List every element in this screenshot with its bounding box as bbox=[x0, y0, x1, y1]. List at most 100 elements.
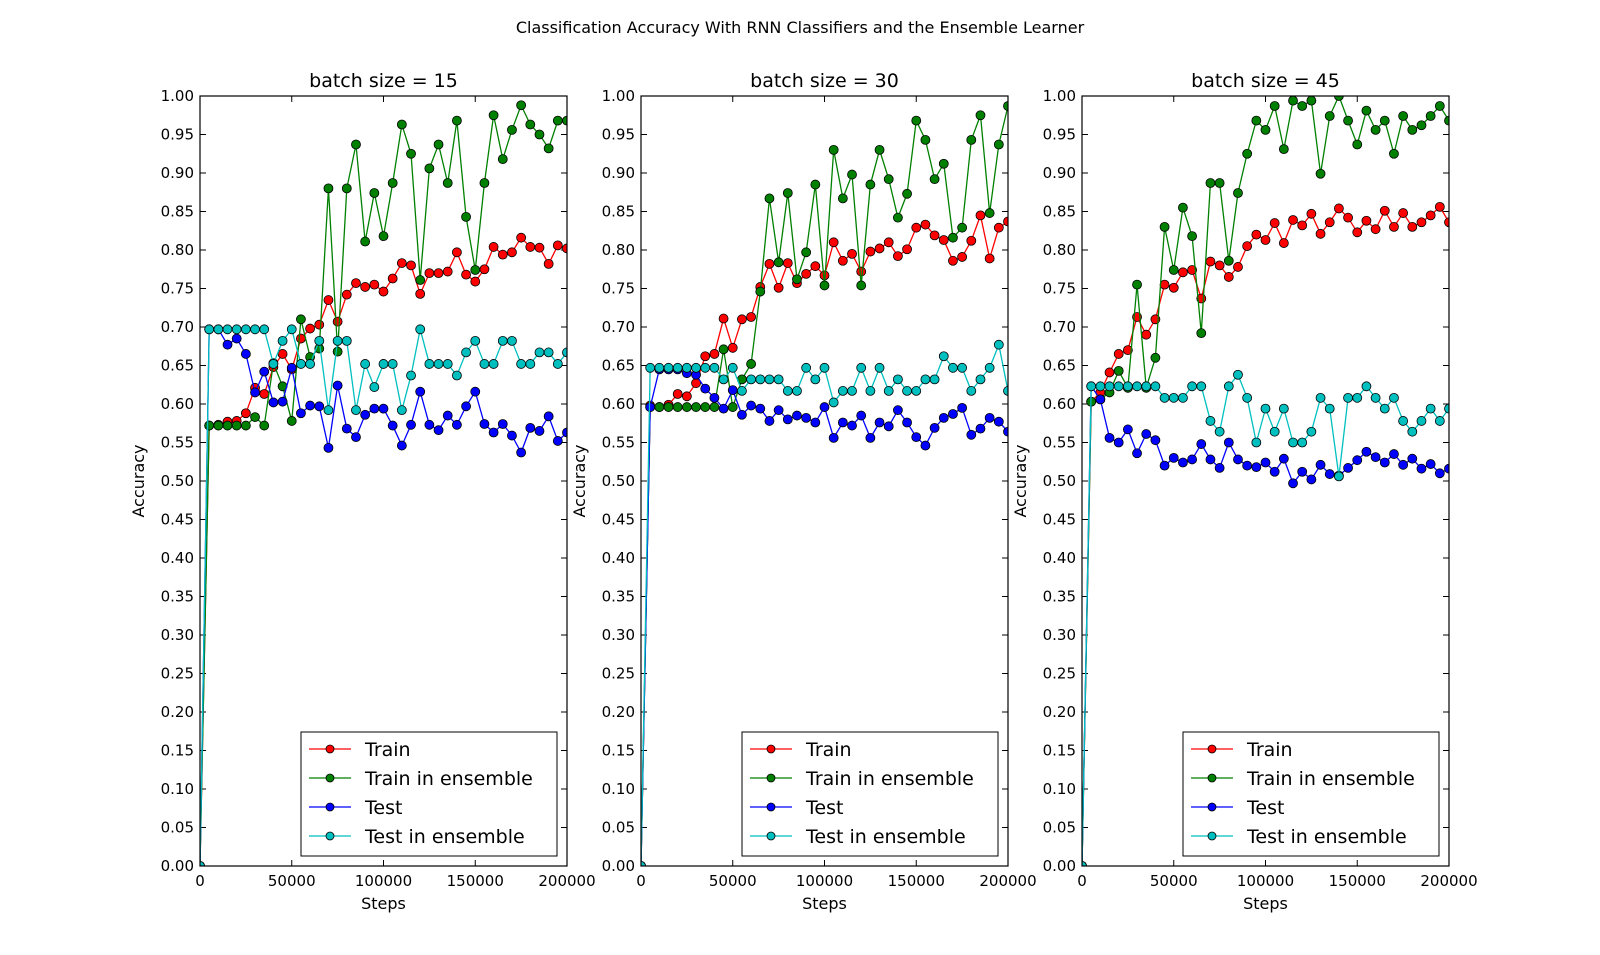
data-point-test-in-ensemble bbox=[1315, 392, 1326, 403]
y-tick-label: 0.75 bbox=[161, 280, 194, 298]
data-point-test-in-ensemble bbox=[204, 324, 215, 335]
data-point-train bbox=[681, 391, 692, 402]
data-point-test bbox=[442, 410, 453, 421]
data-point-train-in-ensemble bbox=[562, 115, 567, 126]
y-axis-label: Accuracy bbox=[129, 444, 148, 517]
data-point-train-in-ensemble bbox=[378, 231, 389, 242]
data-point-train bbox=[1168, 282, 1179, 293]
legend-marker-test-in-ensemble bbox=[766, 831, 776, 841]
y-tick-label: 0.40 bbox=[161, 549, 194, 567]
data-point-train-in-ensemble bbox=[543, 143, 554, 154]
data-point-test-in-ensemble bbox=[764, 374, 775, 385]
data-point-train bbox=[911, 222, 922, 233]
data-point-train-in-ensemble bbox=[993, 139, 1004, 150]
data-point-test-in-ensemble bbox=[1444, 403, 1449, 414]
x-tick-label: 100000 bbox=[355, 872, 412, 890]
data-point-train-in-ensemble bbox=[1297, 101, 1308, 111]
data-point-train-in-ensemble bbox=[406, 148, 416, 159]
data-point-test-in-ensemble bbox=[792, 386, 802, 396]
data-point-train-in-ensemble bbox=[1150, 352, 1161, 363]
data-point-train-in-ensemble bbox=[525, 119, 536, 130]
data-point-train bbox=[948, 255, 958, 266]
data-point-test bbox=[975, 423, 986, 434]
data-point-test-in-ensemble bbox=[920, 374, 931, 385]
data-point-train bbox=[543, 258, 554, 269]
data-point-test-in-ensemble bbox=[470, 335, 481, 346]
data-point-train-in-ensemble bbox=[396, 119, 407, 130]
data-point-test bbox=[902, 417, 912, 428]
data-point-test-in-ensemble bbox=[552, 359, 563, 369]
data-point-train bbox=[1297, 220, 1308, 231]
data-point-train bbox=[1352, 227, 1363, 238]
data-point-train-in-ensemble bbox=[552, 115, 563, 126]
data-point-test-in-ensemble bbox=[1104, 381, 1115, 392]
data-point-train-in-ensemble bbox=[1398, 111, 1409, 121]
data-point-train-in-ensemble bbox=[1223, 255, 1234, 266]
data-point-test bbox=[1306, 474, 1317, 485]
data-point-train bbox=[984, 253, 995, 264]
x-tick-label: 0 bbox=[636, 872, 646, 890]
data-point-train-in-ensemble bbox=[837, 193, 848, 204]
data-point-train-in-ensemble bbox=[819, 280, 830, 291]
data-point-test-in-ensemble bbox=[819, 362, 830, 373]
data-point-test bbox=[378, 403, 389, 414]
data-point-train bbox=[920, 219, 931, 230]
data-point-train-in-ensemble bbox=[957, 222, 968, 233]
data-point-test-in-ensemble bbox=[1306, 426, 1317, 437]
data-point-test-in-ensemble bbox=[1324, 403, 1335, 414]
data-point-test bbox=[323, 442, 334, 453]
data-point-test-in-ensemble bbox=[782, 386, 793, 396]
data-point-train-in-ensemble bbox=[727, 402, 738, 412]
data-point-train-in-ensemble bbox=[369, 188, 380, 198]
data-point-train-in-ensemble bbox=[323, 183, 334, 194]
x-tick-label: 100000 bbox=[796, 872, 853, 890]
data-point-train bbox=[957, 252, 968, 262]
data-point-test bbox=[1407, 453, 1418, 464]
data-point-test-in-ensemble bbox=[360, 359, 371, 369]
data-point-test-in-ensemble bbox=[1398, 416, 1409, 426]
data-point-train-in-ensemble bbox=[911, 115, 922, 126]
data-point-test bbox=[911, 432, 922, 443]
data-point-train bbox=[323, 295, 334, 305]
data-point-train bbox=[1242, 241, 1253, 252]
data-point-test-in-ensemble bbox=[1343, 392, 1353, 403]
data-point-train-in-ensemble bbox=[360, 236, 371, 247]
y-tick-label: 0.35 bbox=[1043, 588, 1076, 606]
data-point-train-in-ensemble bbox=[1278, 144, 1289, 155]
data-point-test-in-ensemble bbox=[1132, 381, 1142, 392]
data-point-train-in-ensemble bbox=[204, 420, 215, 431]
data-point-test bbox=[1205, 454, 1216, 465]
data-point-test bbox=[764, 416, 775, 426]
data-point-train-in-ensemble bbox=[451, 115, 462, 126]
data-point-test bbox=[1223, 437, 1234, 448]
data-point-test bbox=[497, 419, 508, 429]
data-point-train-in-ensemble bbox=[874, 144, 885, 155]
legend-label-train-in-ensemble: Train in ensemble bbox=[364, 768, 533, 790]
data-point-test bbox=[773, 405, 784, 416]
data-point-test-in-ensemble bbox=[1297, 437, 1308, 448]
data-point-test-in-ensemble bbox=[641, 861, 646, 866]
data-point-test-in-ensemble bbox=[516, 359, 527, 369]
data-point-test bbox=[461, 401, 471, 412]
data-point-test bbox=[755, 403, 766, 414]
data-point-train-in-ensemble bbox=[663, 402, 674, 412]
data-point-train-in-ensemble bbox=[1205, 178, 1216, 188]
data-point-train bbox=[562, 243, 567, 254]
data-point-test bbox=[1104, 432, 1115, 443]
data-point-train-in-ensemble bbox=[828, 144, 839, 155]
data-point-train-in-ensemble bbox=[1407, 124, 1418, 135]
data-point-train bbox=[277, 349, 288, 359]
legend-box bbox=[741, 731, 999, 857]
data-point-test bbox=[332, 380, 343, 391]
data-point-train-in-ensemble bbox=[1113, 365, 1124, 376]
legend-marker-test-in-ensemble bbox=[325, 831, 335, 841]
data-point-train bbox=[396, 258, 407, 268]
data-point-test-in-ensemble bbox=[296, 359, 306, 369]
data-point-test bbox=[737, 409, 747, 420]
data-point-test bbox=[470, 386, 481, 397]
data-point-train bbox=[534, 242, 545, 253]
data-point-train bbox=[856, 266, 867, 277]
data-point-train bbox=[847, 248, 857, 259]
data-point-train-in-ensemble bbox=[893, 212, 903, 223]
y-tick-label: 0.95 bbox=[602, 126, 635, 144]
